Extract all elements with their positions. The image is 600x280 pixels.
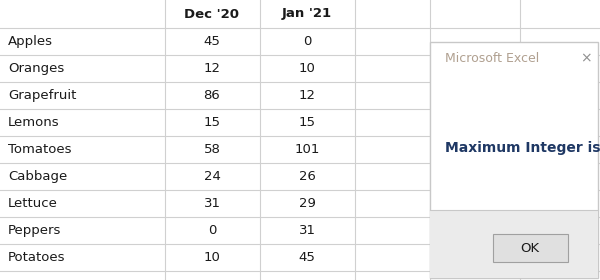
Text: Dec '20: Dec '20 [185,8,239,20]
Text: Peppers: Peppers [8,224,61,237]
Text: 45: 45 [299,251,316,264]
Text: 86: 86 [203,89,220,102]
Text: Jan '21: Jan '21 [282,8,332,20]
Text: 15: 15 [299,116,316,129]
Text: Maximum Integer is: 101: Maximum Integer is: 101 [445,141,600,155]
Text: Grapefruit: Grapefruit [8,89,76,102]
Text: 0: 0 [303,35,311,48]
Bar [493,234,568,262]
Text: 31: 31 [203,197,221,210]
Text: Apples: Apples [8,35,53,48]
Text: 24: 24 [203,170,220,183]
Text: 101: 101 [295,143,320,156]
Text: Cabbage: Cabbage [8,170,67,183]
Text: 31: 31 [299,224,316,237]
Text: 26: 26 [299,170,316,183]
Text: 10: 10 [299,62,316,75]
Bar [430,210,598,278]
Text: 58: 58 [203,143,220,156]
Text: Tomatoes: Tomatoes [8,143,71,156]
Text: 12: 12 [299,89,316,102]
Text: Potatoes: Potatoes [8,251,65,264]
Text: 15: 15 [203,116,221,129]
Text: 0: 0 [208,224,216,237]
Text: 12: 12 [203,62,221,75]
Bar [430,42,598,278]
Text: 45: 45 [203,35,220,48]
Text: Lettuce: Lettuce [8,197,58,210]
Text: 29: 29 [299,197,316,210]
Text: OK: OK [520,241,539,255]
Text: Lemons: Lemons [8,116,59,129]
Text: ×: × [580,51,592,65]
Text: 10: 10 [203,251,220,264]
Text: Oranges: Oranges [8,62,64,75]
Text: Microsoft Excel: Microsoft Excel [445,52,539,64]
